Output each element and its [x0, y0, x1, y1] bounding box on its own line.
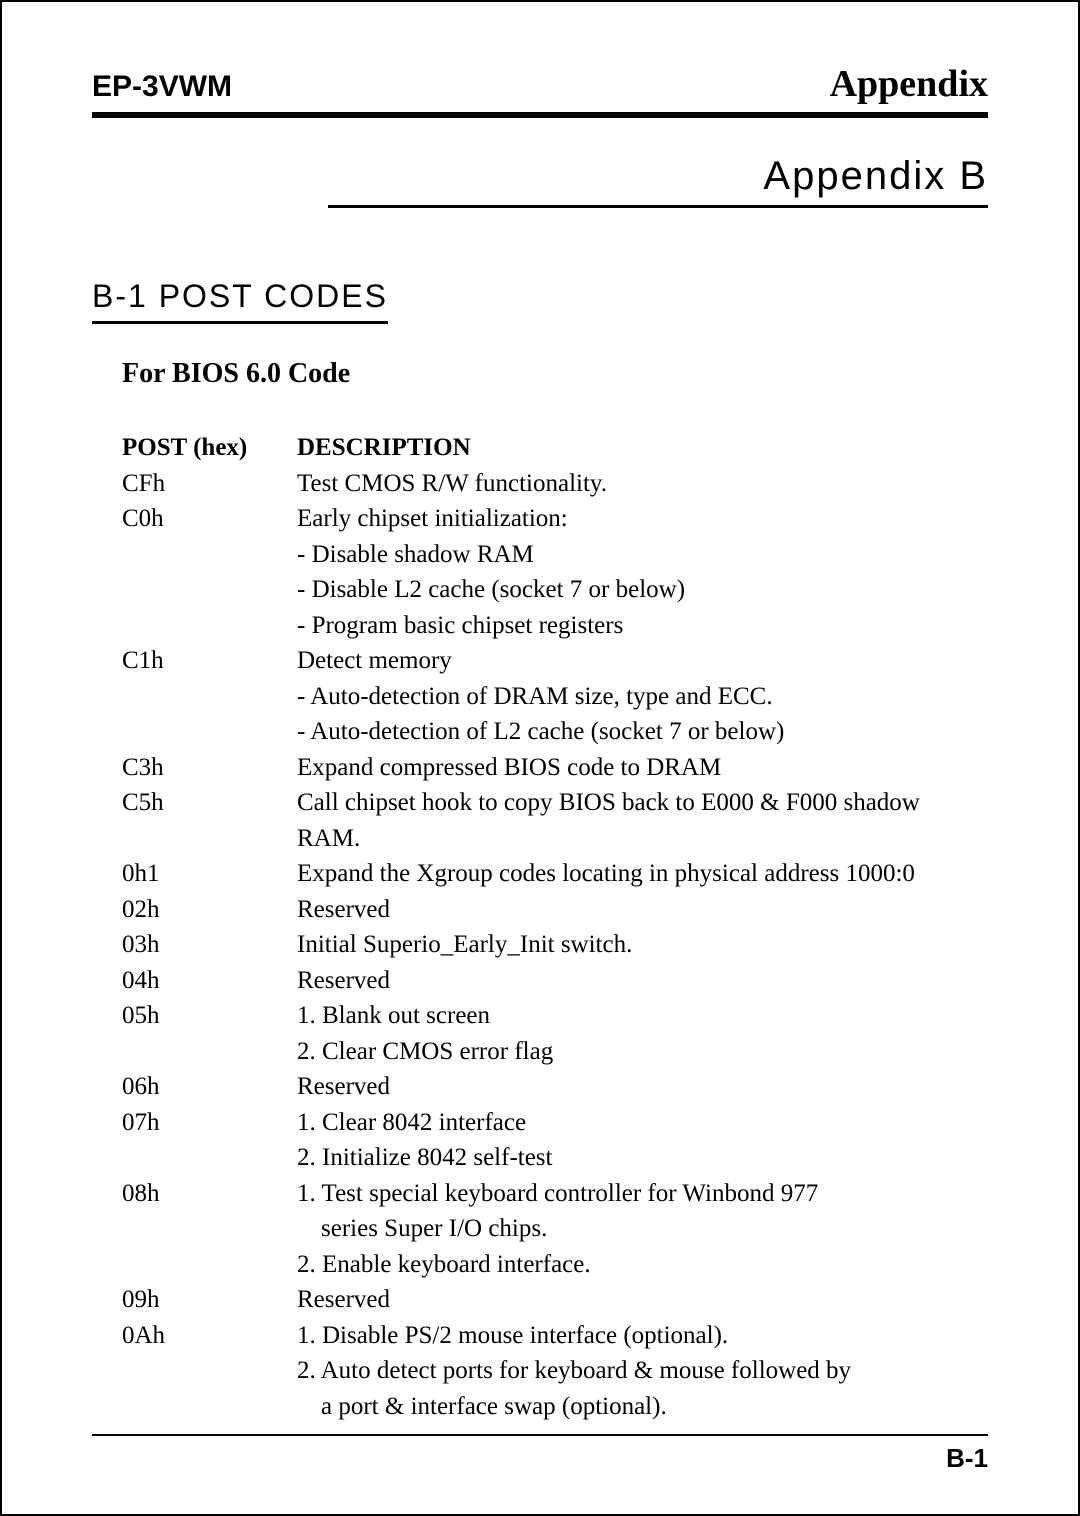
post-description: Early chipset initialization:- Disable s…	[297, 501, 988, 643]
page-header: EP-3VWM Appendix	[92, 62, 988, 118]
post-description: 1. Test special keyboard controller for …	[297, 1176, 988, 1283]
table-row: 0Ah1. Disable PS/2 mouse interface (opti…	[122, 1318, 988, 1425]
description-line: a port & interface swap (optional).	[297, 1389, 988, 1425]
table-row: C5hCall chipset hook to copy BIOS back t…	[122, 785, 988, 856]
description-line: Reserved	[297, 1069, 988, 1105]
description-line: 2. Initialize 8042 self-test	[297, 1140, 988, 1176]
description-line: Detect memory	[297, 643, 988, 679]
table-header: POST (hex) DESCRIPTION	[122, 430, 988, 466]
post-description: Initial Superio_Early_Init switch.	[297, 927, 988, 963]
description-line: 1. Test special keyboard controller for …	[297, 1176, 988, 1212]
header-code: POST (hex)	[122, 430, 297, 466]
post-code: 02h	[122, 892, 297, 928]
post-code: C1h	[122, 643, 297, 679]
post-code: 04h	[122, 963, 297, 999]
post-code: 0Ah	[122, 1318, 297, 1354]
post-description: Reserved	[297, 1069, 988, 1105]
table-row: 08h1. Test special keyboard controller f…	[122, 1176, 988, 1283]
description-line: 2. Clear CMOS error flag	[297, 1034, 988, 1070]
post-code: 07h	[122, 1105, 297, 1141]
post-description: Expand compressed BIOS code to DRAM	[297, 750, 988, 786]
description-line: 1. Clear 8042 interface	[297, 1105, 988, 1141]
post-description: Test CMOS R/W functionality.	[297, 466, 988, 502]
description-line: Expand the Xgroup codes locating in phys…	[297, 856, 988, 892]
description-line: Test CMOS R/W functionality.	[297, 466, 988, 502]
post-description: Reserved	[297, 963, 988, 999]
description-line: 2. Enable keyboard interface.	[297, 1247, 988, 1283]
description-line: series Super I/O chips.	[297, 1211, 988, 1247]
header-left: EP-3VWM	[92, 70, 232, 104]
description-line: Early chipset initialization:	[297, 501, 988, 537]
post-code: C3h	[122, 750, 297, 786]
table-row: 0h1Expand the Xgroup codes locating in p…	[122, 856, 988, 892]
appendix-title-wrap: Appendix B	[92, 154, 988, 208]
table-row: C1hDetect memory- Auto-detection of DRAM…	[122, 643, 988, 750]
post-description: 1. Disable PS/2 mouse interface (optiona…	[297, 1318, 988, 1425]
post-description: Expand the Xgroup codes locating in phys…	[297, 856, 988, 892]
header-desc: DESCRIPTION	[297, 430, 988, 466]
header-right: Appendix	[830, 62, 988, 106]
table-row: 09hReserved	[122, 1282, 988, 1318]
post-description: 1. Clear 8042 interface2. Initialize 804…	[297, 1105, 988, 1176]
page-number: B-1	[946, 1443, 988, 1474]
table-row: C3hExpand compressed BIOS code to DRAM	[122, 750, 988, 786]
post-code: 06h	[122, 1069, 297, 1105]
table-row: 02hReserved	[122, 892, 988, 928]
description-line: - Disable shadow RAM	[297, 537, 988, 573]
footer-rule	[92, 1434, 988, 1436]
table-row: 07h1. Clear 8042 interface2. Initialize …	[122, 1105, 988, 1176]
post-description: Detect memory- Auto-detection of DRAM si…	[297, 643, 988, 750]
post-code: 08h	[122, 1176, 297, 1212]
description-line: - Auto-detection of L2 cache (socket 7 o…	[297, 714, 988, 750]
description-line: - Disable L2 cache (socket 7 or below)	[297, 572, 988, 608]
description-line: 1. Blank out screen	[297, 998, 988, 1034]
description-line: - Auto-detection of DRAM size, type and …	[297, 679, 988, 715]
table-row: C0hEarly chipset initialization:- Disabl…	[122, 501, 988, 643]
post-code: 03h	[122, 927, 297, 963]
description-line: - Program basic chipset registers	[297, 608, 988, 644]
table-row: CFhTest CMOS R/W functionality.	[122, 466, 988, 502]
table-body: CFhTest CMOS R/W functionality.C0hEarly …	[122, 466, 988, 1425]
post-description: Reserved	[297, 1282, 988, 1318]
post-code: CFh	[122, 466, 297, 502]
post-description: Reserved	[297, 892, 988, 928]
description-line: Reserved	[297, 963, 988, 999]
description-line: Initial Superio_Early_Init switch.	[297, 927, 988, 963]
table-row: 03hInitial Superio_Early_Init switch.	[122, 927, 988, 963]
table-row: 04hReserved	[122, 963, 988, 999]
section-title: B-1 POST CODES	[92, 278, 388, 324]
post-codes-table: POST (hex) DESCRIPTION CFhTest CMOS R/W …	[122, 430, 988, 1424]
description-line: Expand compressed BIOS code to DRAM	[297, 750, 988, 786]
description-line: 2. Auto detect ports for keyboard & mous…	[297, 1353, 988, 1389]
post-description: 1. Blank out screen2. Clear CMOS error f…	[297, 998, 988, 1069]
appendix-title: Appendix B	[328, 154, 988, 208]
post-code: C0h	[122, 501, 297, 537]
table-row: 05h1. Blank out screen2. Clear CMOS erro…	[122, 998, 988, 1069]
subtitle: For BIOS 6.0 Code	[122, 358, 988, 390]
post-code: C5h	[122, 785, 297, 821]
post-description: Call chipset hook to copy BIOS back to E…	[297, 785, 988, 856]
description-line: Call chipset hook to copy BIOS back to E…	[297, 785, 988, 856]
post-code: 09h	[122, 1282, 297, 1318]
description-line: Reserved	[297, 1282, 988, 1318]
description-line: 1. Disable PS/2 mouse interface (optiona…	[297, 1318, 988, 1354]
page-frame: EP-3VWM Appendix Appendix B B-1 POST COD…	[0, 0, 1080, 1516]
description-line: Reserved	[297, 892, 988, 928]
post-code: 05h	[122, 998, 297, 1034]
post-code: 0h1	[122, 856, 297, 892]
table-row: 06hReserved	[122, 1069, 988, 1105]
